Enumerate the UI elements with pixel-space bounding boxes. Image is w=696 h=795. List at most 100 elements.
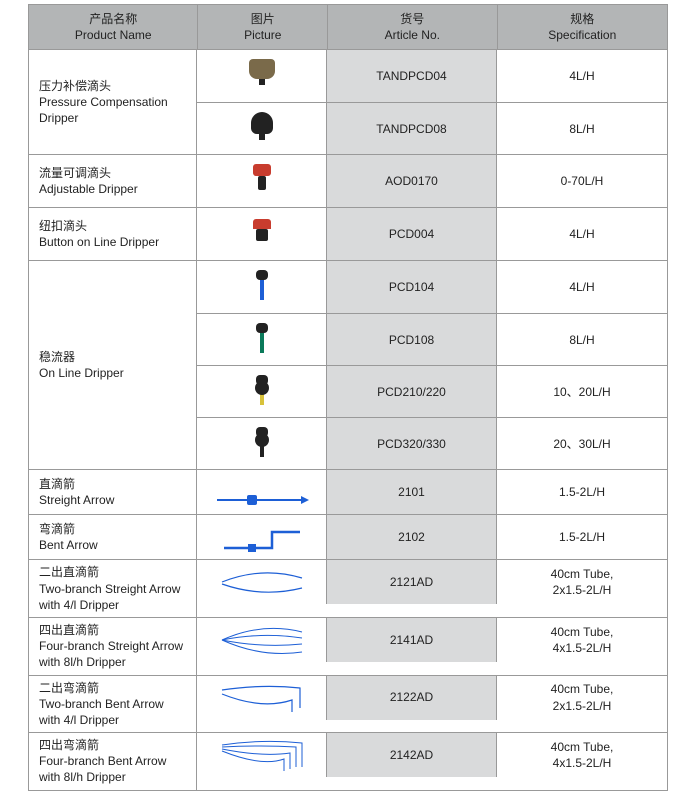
variant-row: PCD1088L/H (197, 313, 667, 365)
product-name-cell: 四出直滴箭Four-branch Streight Arrow with 8l/… (29, 618, 197, 675)
picture-cell (197, 155, 327, 207)
table-row: 稳流器On Line Dripper PCD1044L/HPCD1088L/HPC… (29, 260, 667, 469)
spec-cell: 1.5-2L/H (497, 470, 667, 514)
article-cell: 2101 (327, 470, 497, 514)
picture-cell (197, 50, 327, 102)
product-name-en: Button on Line Dripper (39, 234, 186, 250)
article-cell: PCD104 (327, 261, 497, 313)
picture-cell (197, 208, 327, 260)
product-name-cn: 直滴箭 (39, 476, 186, 492)
product-name-cn: 二出弯滴箭 (39, 680, 186, 696)
article-cell: PCD210/220 (327, 366, 497, 417)
variant-row: 2121AD40cm Tube, 2x1.5-2L/H (197, 560, 667, 604)
table-header: 产品名称 Product Name 图片 Picture 货号 Article … (29, 5, 667, 49)
product-name-en: Streight Arrow (39, 492, 186, 508)
product-name-en: On Line Dripper (39, 365, 186, 381)
table-row: 四出直滴箭Four-branch Streight Arrow with 8l/… (29, 617, 667, 675)
variant-rows: 21021.5-2L/H (197, 515, 667, 559)
header-name: 产品名称 Product Name (29, 5, 198, 49)
variant-rows: AOD01700-70L/H (197, 155, 667, 207)
variant-row: PCD210/22010、20L/H (197, 365, 667, 417)
spec-cell: 4L/H (497, 208, 667, 260)
variant-row: PCD0044L/H (197, 208, 667, 260)
variant-row: 2141AD40cm Tube, 4x1.5-2L/H (197, 618, 667, 662)
variant-row: 21011.5-2L/H (197, 470, 667, 514)
spec-cell: 4L/H (497, 261, 667, 313)
spike-yellow-icon (242, 375, 282, 409)
header-picture-cn: 图片 (251, 11, 275, 27)
product-name-cn: 四出弯滴箭 (39, 737, 186, 753)
dripper-red-icon (242, 164, 282, 198)
table-row: 四出弯滴箭Four-branch Bent Arrow with 8l/h Dr… (29, 732, 667, 790)
header-name-cn: 产品名称 (89, 11, 137, 27)
article-cell: 2141AD (327, 618, 497, 662)
variant-row: 2122AD40cm Tube, 2x1.5-2L/H (197, 676, 667, 720)
header-spec: 规格 Specification (498, 5, 667, 49)
product-name-cell: 二出直滴箭Two-branch Streight Arrow with 4/l … (29, 560, 197, 617)
product-name-cn: 纽扣滴头 (39, 218, 186, 234)
product-table: 产品名称 Product Name 图片 Picture 货号 Article … (28, 4, 668, 791)
table-row: 二出弯滴箭Two-branch Bent Arrow with 4/l Drip… (29, 675, 667, 733)
product-name-cell: 流量可调滴头Adjustable Dripper (29, 155, 197, 207)
variant-rows: PCD0044L/H (197, 208, 667, 260)
spec-cell: 8L/H (497, 103, 667, 154)
article-cell: 2142AD (327, 733, 497, 777)
product-name-en: Two-branch Streight Arrow with 4/l Dripp… (39, 581, 186, 613)
picture-cell (197, 418, 327, 469)
picture-cell (197, 676, 327, 720)
table-row: 纽扣滴头Button on Line Dripper PCD0044L/H (29, 207, 667, 260)
product-name-cell: 直滴箭Streight Arrow (29, 470, 197, 514)
spec-cell: 40cm Tube, 4x1.5-2L/H (497, 733, 667, 777)
variant-rows: 2121AD40cm Tube, 2x1.5-2L/H (197, 560, 667, 617)
article-cell: TANDPCD04 (327, 50, 497, 102)
variant-row: TANDPCD044L/H (197, 50, 667, 102)
picture-cell (197, 314, 327, 365)
product-name-en: Four-branch Streight Arrow with 8l/h Dri… (39, 638, 186, 670)
table-body: 压力补偿滴头Pressure Compensation DripperTANDP… (29, 49, 667, 789)
header-article: 货号 Article No. (328, 5, 497, 49)
variant-row: PCD1044L/H (197, 261, 667, 313)
product-name-cell: 四出弯滴箭Four-branch Bent Arrow with 8l/h Dr… (29, 733, 197, 790)
picture-cell (197, 261, 327, 313)
product-name-cn: 稳流器 (39, 349, 186, 365)
variant-rows: PCD1044L/HPCD1088L/HPCD210/22010、20L/HPC… (197, 261, 667, 469)
variant-row: 2142AD40cm Tube, 4x1.5-2L/H (197, 733, 667, 777)
spike-blue-icon (242, 270, 282, 304)
variant-rows: TANDPCD044L/HTANDPCD088L/H (197, 50, 667, 154)
variant-row: 21021.5-2L/H (197, 515, 667, 559)
product-name-en: Pressure Compensation Dripper (39, 94, 186, 126)
spec-cell: 40cm Tube, 2x1.5-2L/H (497, 676, 667, 720)
spike-green-icon (242, 323, 282, 357)
spec-cell: 4L/H (497, 50, 667, 102)
spec-cell: 0-70L/H (497, 155, 667, 207)
product-name-cn: 流量可调滴头 (39, 165, 186, 181)
picture-cell (197, 560, 327, 604)
product-name-cell: 弯滴箭Bent Arrow (29, 515, 197, 559)
dripper-black-icon (242, 112, 282, 146)
wire-4b-icon (212, 737, 312, 773)
picture-cell (197, 103, 327, 154)
dripper-brown-icon (242, 59, 282, 93)
spec-cell: 1.5-2L/H (497, 515, 667, 559)
header-article-cn: 货号 (400, 11, 424, 27)
table-row: 流量可调滴头Adjustable DripperAOD01700-70L/H (29, 154, 667, 207)
product-name-cell: 二出弯滴箭Two-branch Bent Arrow with 4/l Drip… (29, 676, 197, 733)
picture-cell (197, 733, 327, 777)
spec-cell: 40cm Tube, 2x1.5-2L/H (497, 560, 667, 604)
table-row: 二出直滴箭Two-branch Streight Arrow with 4/l … (29, 559, 667, 617)
header-name-en: Product Name (75, 27, 152, 43)
variant-rows: 2122AD40cm Tube, 2x1.5-2L/H (197, 676, 667, 733)
variant-rows: 2141AD40cm Tube, 4x1.5-2L/H (197, 618, 667, 675)
product-name-en: Four-branch Bent Arrow with 8l/h Dripper (39, 753, 186, 785)
wire-2b-icon (212, 680, 312, 716)
variant-rows: 2142AD40cm Tube, 4x1.5-2L/H (197, 733, 667, 790)
arrow-bent-icon (222, 522, 302, 552)
article-cell: 2122AD (327, 676, 497, 720)
product-name-en: Bent Arrow (39, 537, 186, 553)
spike-black-icon (242, 427, 282, 461)
article-cell: 2121AD (327, 560, 497, 604)
header-spec-cn: 规格 (570, 11, 594, 27)
spec-cell: 10、20L/H (497, 366, 667, 417)
button-red-icon (242, 215, 282, 253)
product-name-cell: 压力补偿滴头Pressure Compensation Dripper (29, 50, 197, 154)
